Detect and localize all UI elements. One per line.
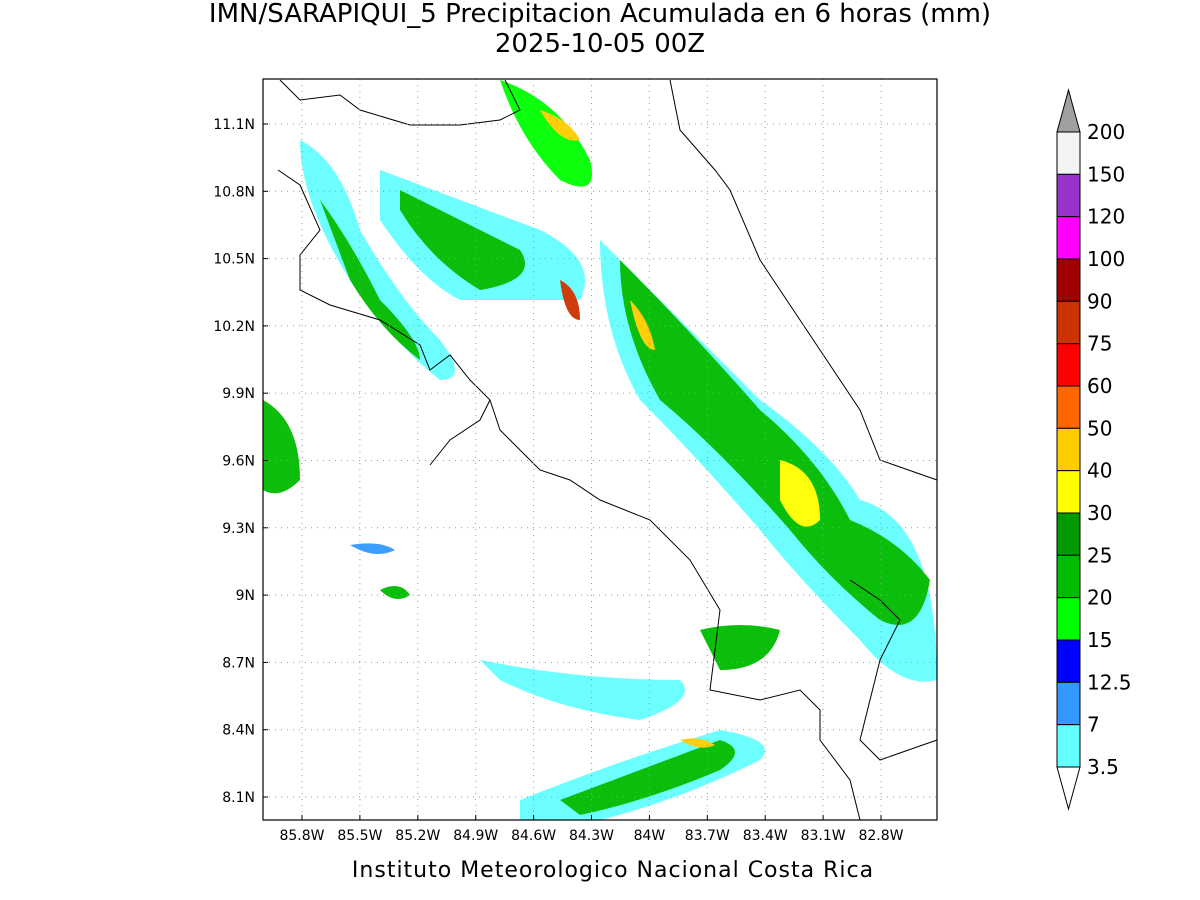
coastline — [277, 79, 938, 821]
colorbar-box — [1056, 343, 1081, 387]
lon-label: 85.2W — [395, 828, 440, 844]
colorbar-box — [1056, 470, 1081, 514]
colorbar-label: 12.5 — [1087, 670, 1132, 694]
colorbar-label: 20 — [1087, 586, 1112, 610]
colorbar-label: 7 — [1087, 713, 1100, 737]
colorbar-label: 150 — [1087, 162, 1125, 186]
map-frame — [262, 78, 938, 821]
grid: 11.1N 10.8N 10.5N 10.2N 9.9N 9.6N 9.3N 9N 8.7N 8.… — [213, 79, 937, 844]
lon-label: 84.6W — [511, 828, 556, 844]
lon-label: 84.9W — [453, 828, 498, 844]
colorbar-label: 120 — [1087, 205, 1125, 229]
colorbar-label: 75 — [1087, 332, 1112, 356]
colorbar-box — [1056, 597, 1081, 641]
lon-label: 83.4W — [743, 828, 788, 844]
lon-label: 83.7W — [685, 828, 730, 844]
lat-label: 8.1N — [222, 790, 255, 806]
lat-label: 10.5N — [213, 252, 255, 268]
colorbar-label: 90 — [1087, 289, 1112, 313]
colorbar-box — [1056, 258, 1081, 302]
lon-label: 84.3W — [569, 828, 614, 844]
colorbar-box — [1056, 427, 1081, 472]
colorbar-box — [1056, 216, 1081, 260]
lat-label: 10.8N — [213, 184, 255, 200]
lat-label: 9.3N — [222, 521, 255, 537]
lat-label: 8.4N — [222, 723, 255, 739]
lon-label: 84W — [634, 828, 666, 844]
colorbar-label: 3.5 — [1087, 755, 1119, 779]
lat-label: 9N — [236, 588, 255, 604]
lon-label: 85.8W — [279, 828, 324, 844]
lat-label: 10.2N — [213, 319, 255, 335]
colorbar-label: 40 — [1087, 459, 1112, 483]
colorbar-label: 200 — [1087, 120, 1125, 144]
colorbar-box — [1056, 724, 1081, 768]
colorbar-box — [1056, 681, 1081, 726]
lat-label: 9.6N — [222, 454, 255, 470]
lat-label: 11.1N — [213, 117, 255, 133]
lat-label: 9.9N — [222, 386, 255, 402]
colorbar-label: 50 — [1087, 416, 1112, 440]
lon-label: 83.1W — [801, 828, 846, 844]
colorbar-box — [1056, 385, 1081, 429]
colorbar-box — [1056, 131, 1081, 175]
colorbar-label: 60 — [1087, 374, 1112, 398]
colorbar-under — [1056, 766, 1081, 811]
colorbar-box — [1056, 300, 1081, 345]
colorbar-box — [1056, 639, 1081, 683]
footer: Instituto Meteorologico Nacional Costa R… — [352, 858, 874, 883]
map: 11.1N 10.8N 10.5N 10.2N 9.9N 9.6N 9.3N 9N 8.7N 8.… — [213, 78, 938, 844]
colorbar-label: 25 — [1087, 543, 1112, 567]
colorbar-label: 15 — [1087, 628, 1112, 652]
lon-label: 82.8W — [858, 828, 903, 844]
colorbar: 200 150 120 100 90 75 60 50 40 30 25 20 15 12.5 7 3.5 — [1056, 88, 1132, 811]
lon-label: 85.5W — [337, 828, 382, 844]
colorbar-box — [1056, 173, 1081, 218]
lat-label: 8.7N — [222, 655, 255, 671]
subtitle: 2025-10-05 00Z — [495, 29, 705, 59]
colorbar-label: 30 — [1087, 501, 1112, 525]
colorbar-over — [1056, 88, 1081, 133]
colorbar-box — [1056, 554, 1081, 599]
title: IMN/SARAPIQUI_5 Precipitacion Acumulada … — [209, 0, 991, 29]
colorbar-box — [1056, 512, 1081, 556]
colorbar-label: 100 — [1087, 247, 1125, 271]
